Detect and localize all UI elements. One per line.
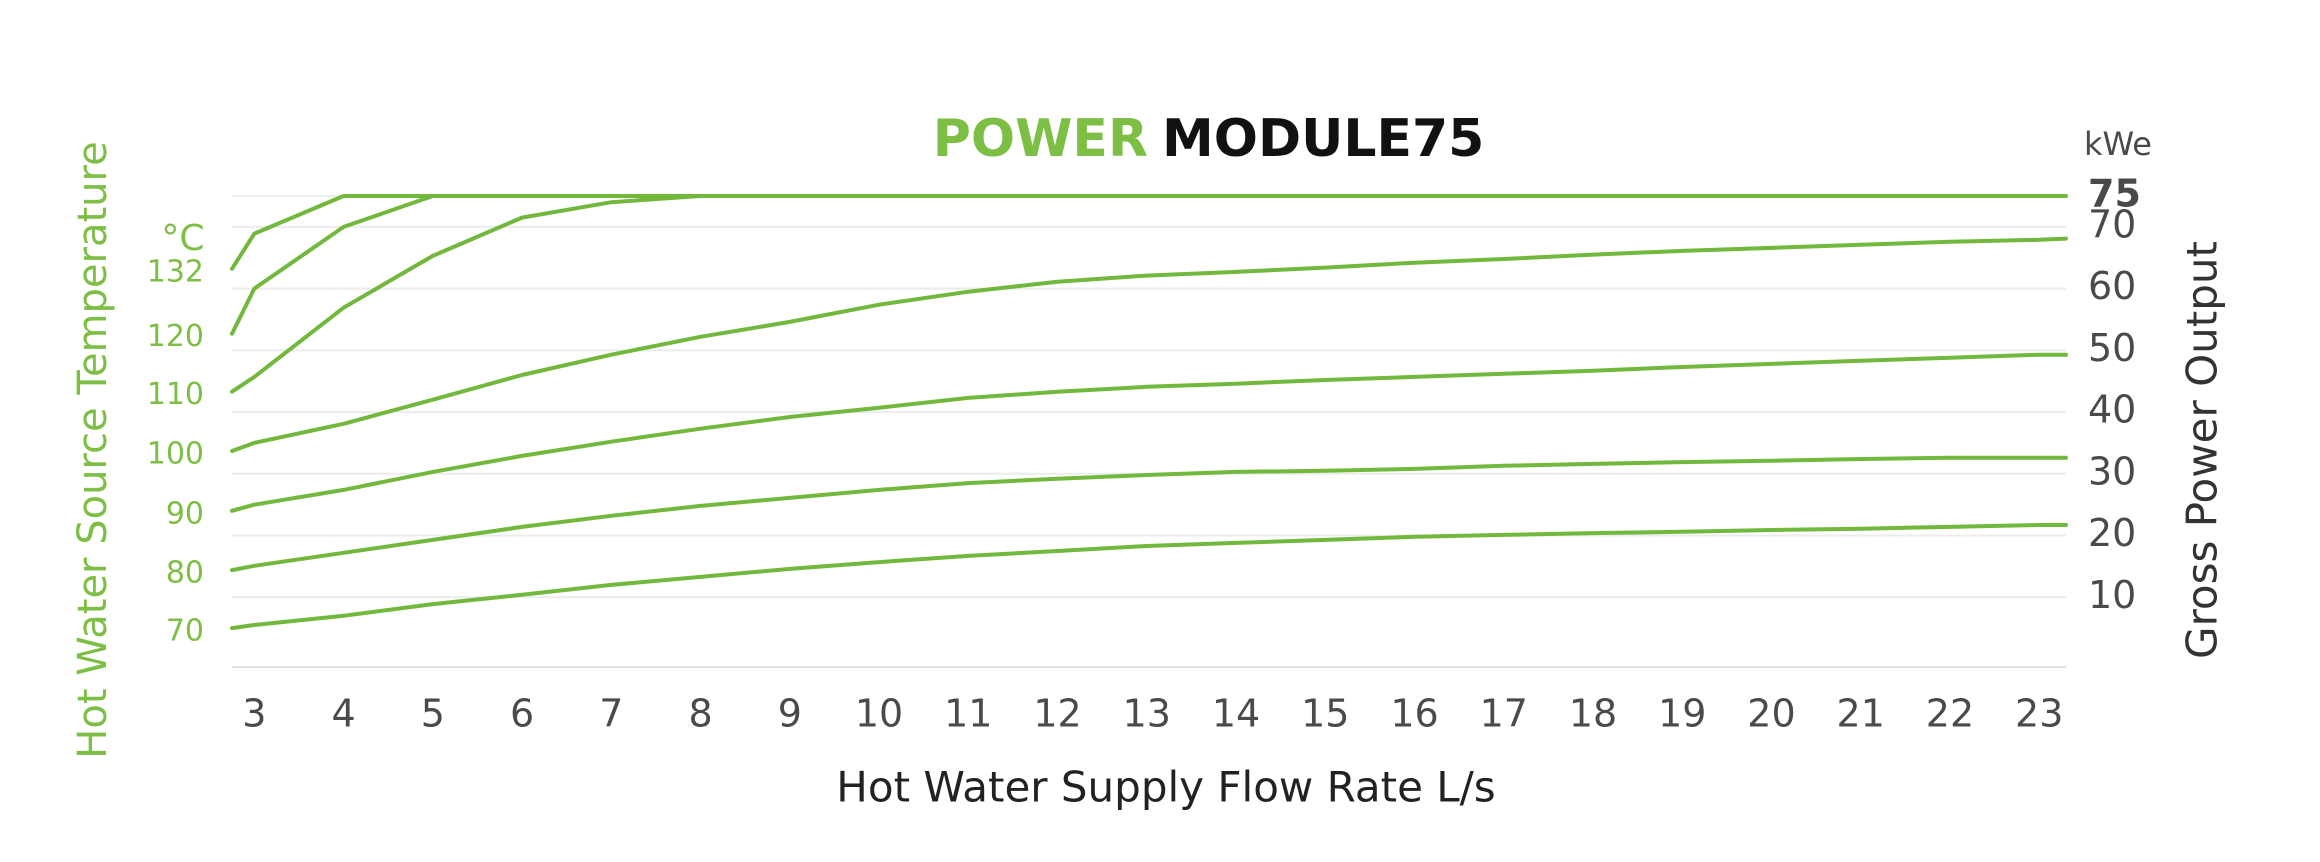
- series-axis-label: Hot Water Source Temperature: [70, 141, 116, 758]
- y-tick-label: 40: [2088, 388, 2136, 432]
- x-tick-label: 13: [1123, 692, 1171, 736]
- series-label: 110: [147, 377, 204, 412]
- x-tick-label: 9: [778, 692, 802, 736]
- y-tick-label: 50: [2088, 326, 2136, 370]
- x-tick-label: 14: [1212, 692, 1260, 736]
- x-tick-label: 15: [1301, 692, 1349, 736]
- series-line: [230, 523, 2068, 631]
- series-label: 100: [147, 436, 204, 471]
- y-unit: kWe: [2084, 125, 2152, 163]
- series-label: 120: [147, 319, 204, 354]
- x-tick-label: 16: [1390, 692, 1438, 736]
- x-tick-label: 8: [688, 692, 712, 736]
- x-tick-label: 20: [1747, 692, 1795, 736]
- x-tick-label: 19: [1658, 692, 1706, 736]
- x-axis-label: Hot Water Supply Flow Rate L/s: [836, 763, 1495, 812]
- series-line: [230, 194, 703, 394]
- x-tick-label: 21: [1837, 692, 1885, 736]
- chart-title-highlight: POWER: [933, 109, 1148, 169]
- chart-title: MODULE75: [1162, 109, 1484, 169]
- series-line: [230, 194, 435, 336]
- y-tick-label: 75: [2088, 172, 2141, 216]
- series-label: 80: [166, 556, 204, 591]
- y-tick-label: 10: [2088, 573, 2136, 617]
- x-tick-label: 22: [1926, 692, 1974, 736]
- series-label: 70: [166, 614, 204, 649]
- x-tick-label: 23: [2015, 692, 2063, 736]
- x-tick-label: 17: [1480, 692, 1528, 736]
- y-tick-label: 30: [2088, 449, 2136, 493]
- series-label: 90: [166, 496, 204, 531]
- x-tick-label: 3: [242, 692, 266, 736]
- x-tick-label: 12: [1033, 692, 1081, 736]
- x-tick-label: 18: [1569, 692, 1617, 736]
- x-tick-label: 11: [944, 692, 992, 736]
- series-line: [230, 455, 2068, 573]
- y-tick-label: 20: [2088, 511, 2136, 555]
- y-tick-label: 60: [2088, 264, 2136, 308]
- x-tick-label: 5: [421, 692, 445, 736]
- series-line: [230, 236, 2068, 453]
- series-line: [230, 194, 2068, 271]
- series-label: 132: [147, 254, 204, 289]
- x-tick-label: 10: [855, 692, 903, 736]
- y-axis-label: Gross Power Output: [2178, 241, 2227, 659]
- x-tick-label: 4: [331, 692, 355, 736]
- y-tick-label: 70: [2088, 202, 2136, 246]
- series-unit: °C: [161, 218, 204, 259]
- series-line: [230, 352, 2068, 513]
- x-tick-label: 7: [599, 692, 623, 736]
- x-tick-label: 6: [510, 692, 534, 736]
